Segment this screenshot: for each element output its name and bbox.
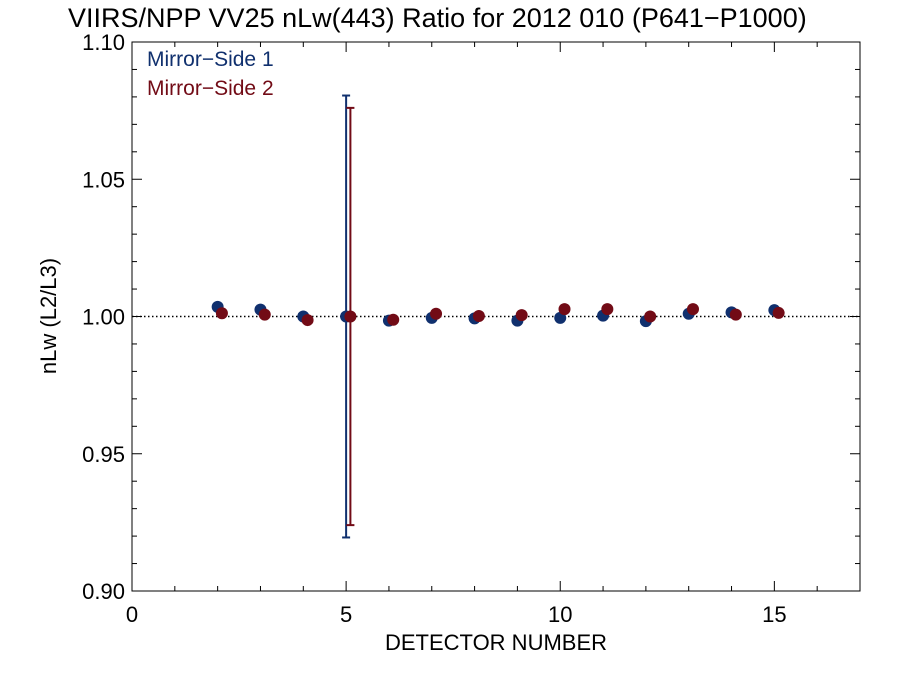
legend-entry-mirror-side-2: Mirror−Side 2 xyxy=(147,77,274,100)
data-series xyxy=(211,94,785,539)
y-axis: 0.90 0.95 1.00 1.05 1.10 xyxy=(82,30,860,604)
legend: Mirror−Side 1 Mirror−Side 2 xyxy=(147,48,274,100)
x-tick-label: 5 xyxy=(340,602,352,627)
x-axis-title: DETECTOR NUMBER xyxy=(385,630,607,655)
x-tick-label: 10 xyxy=(548,602,572,627)
data-point xyxy=(729,308,742,321)
data-point xyxy=(387,313,400,326)
x-tick-label: 15 xyxy=(762,602,786,627)
y-tick-label: 0.90 xyxy=(82,579,125,604)
data-point xyxy=(215,307,228,320)
data-point xyxy=(472,309,485,322)
chart-title: VIIRS/NPP VV25 nLw(443) Ratio for 2012 0… xyxy=(68,3,807,33)
y-tick-label: 1.10 xyxy=(82,30,125,55)
data-point xyxy=(772,306,785,319)
data-point xyxy=(301,314,314,327)
data-point xyxy=(601,303,614,316)
data-point xyxy=(558,303,571,316)
y-axis-title: nLw (L2/L3) xyxy=(36,258,61,374)
y-tick-label: 0.95 xyxy=(82,442,125,467)
data-point xyxy=(515,309,528,322)
data-point xyxy=(644,310,657,323)
legend-entry-mirror-side-1: Mirror−Side 1 xyxy=(147,48,274,71)
y-tick-label: 1.05 xyxy=(82,167,125,192)
x-axis: 0 5 10 15 xyxy=(126,42,861,627)
data-point xyxy=(258,308,271,321)
data-point xyxy=(344,310,357,323)
y-tick-label: 1.00 xyxy=(82,305,125,330)
x-tick-label: 0 xyxy=(126,602,138,627)
data-point xyxy=(686,303,699,316)
series-mirror-side-2 xyxy=(215,106,785,527)
data-point xyxy=(430,307,443,320)
